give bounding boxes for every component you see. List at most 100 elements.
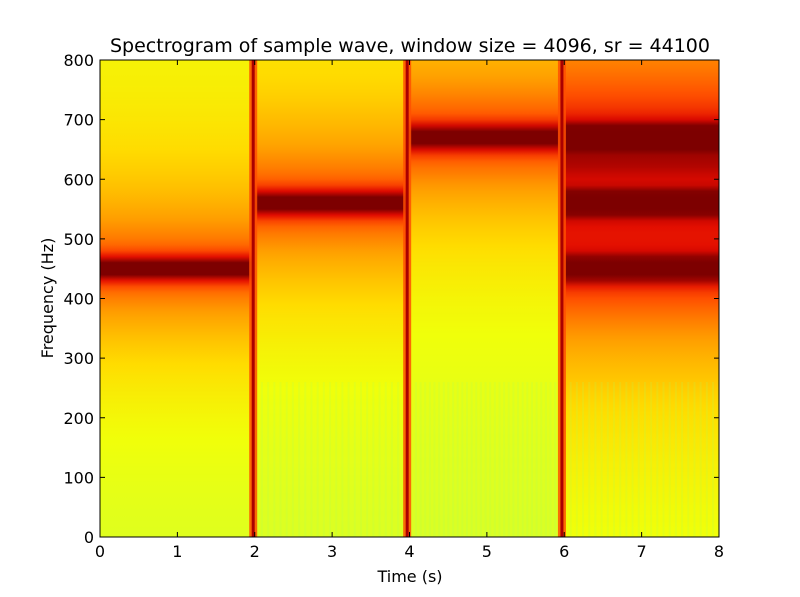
spectral-ripple <box>397 381 400 537</box>
spectral-ripple <box>517 381 520 537</box>
transition-line <box>405 60 409 537</box>
spectral-ripple <box>335 381 338 537</box>
spectral-ripple <box>569 381 572 537</box>
chart-title: Spectrogram of sample wave, window size … <box>110 35 710 57</box>
spectral-ripple <box>631 381 634 537</box>
spectral-ripple <box>428 381 431 537</box>
spectral-ripple <box>359 381 362 537</box>
spectral-ripple <box>699 381 702 537</box>
spectral-ripple <box>606 381 609 537</box>
spectral-ripple <box>668 381 671 537</box>
spectral-ripple <box>438 381 441 537</box>
x-tick-label: 1 <box>172 542 182 561</box>
spectral-ripple <box>329 381 332 537</box>
spectral-ripple <box>498 381 501 537</box>
spectral-ripple <box>594 381 597 537</box>
spectral-ripple <box>493 381 496 537</box>
spectral-ripple <box>304 381 307 537</box>
spectral-ripple <box>390 381 393 537</box>
spectral-ripple <box>484 381 487 537</box>
spectrogram-segment <box>561 60 719 537</box>
spectral-ripple <box>285 381 288 537</box>
spectral-ripple <box>465 381 468 537</box>
x-tick-label: 7 <box>637 542 647 561</box>
x-tick-label: 2 <box>250 542 260 561</box>
spectral-ripple <box>549 381 552 537</box>
transition-line <box>251 60 255 537</box>
y-tick-label: 600 <box>63 170 94 189</box>
spectral-ripple <box>475 381 478 537</box>
spectral-ripple <box>310 381 313 537</box>
spectral-ripple <box>712 381 715 537</box>
spectral-ripple <box>316 381 319 537</box>
transition-line <box>560 60 564 537</box>
spectral-ripple <box>674 381 677 537</box>
spectral-ripple <box>378 381 381 537</box>
y-tick-label: 0 <box>84 528 94 547</box>
spectral-ripple <box>372 381 375 537</box>
spectral-ripple <box>656 381 659 537</box>
spectral-ripple <box>384 381 387 537</box>
spectral-ripple <box>687 381 690 537</box>
spectral-ripple <box>612 381 615 537</box>
spectral-ripple <box>526 381 529 537</box>
spectral-ripple <box>535 381 538 537</box>
spectral-ripple <box>521 381 524 537</box>
spectral-ripple <box>530 381 533 537</box>
spectral-ripple <box>693 381 696 537</box>
y-tick-label: 500 <box>63 230 94 249</box>
spectral-ripple <box>479 381 482 537</box>
spectral-ripple <box>600 381 603 537</box>
spectral-ripple <box>347 381 350 537</box>
spectral-ripple <box>298 381 301 537</box>
spectral-ripple <box>588 381 591 537</box>
spectral-ripple <box>291 381 294 537</box>
spectral-ripple <box>452 381 455 537</box>
x-axis-label: Time (s) <box>376 567 442 586</box>
spectral-ripple <box>681 381 684 537</box>
spectral-ripple <box>279 381 282 537</box>
x-tick-label: 0 <box>95 542 105 561</box>
spectral-ripple <box>419 381 422 537</box>
spectral-ripple <box>442 381 445 537</box>
spectral-ripple <box>366 381 369 537</box>
x-tick-label: 3 <box>327 542 337 561</box>
x-tick-label: 4 <box>404 542 414 561</box>
y-tick-label: 700 <box>63 111 94 130</box>
spectrogram-segment <box>407 60 562 537</box>
spectral-ripple <box>447 381 450 537</box>
spectral-ripple <box>619 381 622 537</box>
x-tick-label: 8 <box>714 542 724 561</box>
y-tick-label: 300 <box>63 349 94 368</box>
spectral-ripple <box>322 381 325 537</box>
spectral-ripple <box>575 381 578 537</box>
spectral-ripple <box>512 381 515 537</box>
spectral-ripple <box>625 381 628 537</box>
spectral-ripple <box>414 381 417 537</box>
spectral-ripple <box>424 381 427 537</box>
plot-area <box>100 60 719 537</box>
axes: 0 1 2 3 4 5 6 7 8 0 100 200 300 400 500 600 700 800 <box>63 51 724 561</box>
spectral-ripple <box>582 381 585 537</box>
spectral-ripple <box>433 381 436 537</box>
x-tick-label: 6 <box>559 542 569 561</box>
spectrogram-segment <box>100 60 254 537</box>
spectral-ripple <box>544 381 547 537</box>
spectral-ripple <box>341 381 344 537</box>
y-tick-label: 100 <box>63 468 94 487</box>
spectral-ripple <box>507 381 510 537</box>
spectral-ripple <box>554 381 557 537</box>
spectral-ripple <box>273 381 276 537</box>
spectral-ripple <box>461 381 464 537</box>
spectral-ripple <box>267 381 270 537</box>
spectral-ripple <box>540 381 543 537</box>
spectrogram-segment <box>253 60 408 537</box>
spectral-ripple <box>353 381 356 537</box>
y-axis-label: Frequency (Hz) <box>38 238 57 359</box>
spectral-ripple <box>650 381 653 537</box>
y-tick-label: 800 <box>63 51 94 70</box>
x-tick-label: 5 <box>482 542 492 561</box>
spectral-ripple <box>637 381 640 537</box>
spectral-ripple <box>662 381 665 537</box>
